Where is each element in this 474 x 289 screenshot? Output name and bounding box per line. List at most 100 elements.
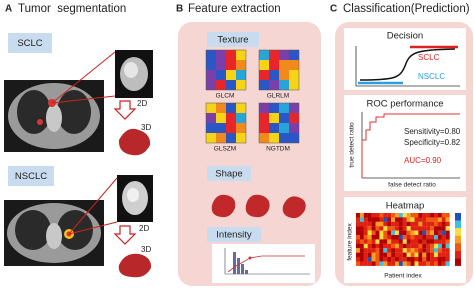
matrix-cell (226, 113, 236, 123)
heat-cell (387, 213, 392, 218)
matrix-cell (216, 123, 226, 133)
heat-cell (371, 217, 376, 222)
heat-cell (395, 235, 399, 240)
colorbar-cell (455, 220, 461, 229)
heat-cell (359, 261, 364, 266)
dim-label: 3D (141, 245, 151, 254)
heat-cell (356, 248, 360, 253)
heat-cell (441, 230, 446, 236)
matrix-cell (236, 103, 246, 113)
heat-cell (441, 252, 446, 258)
heat-cell (379, 221, 384, 227)
matrix-cell (206, 103, 216, 113)
heat-cell (398, 235, 403, 240)
matrix-cell (206, 50, 216, 60)
label-box (207, 166, 251, 181)
matrix-cell (269, 70, 279, 80)
heat-cell (406, 252, 411, 258)
matrix-cell (289, 123, 299, 133)
heat-cell (422, 213, 427, 218)
heat-cell (398, 243, 403, 249)
heat-cell (367, 252, 372, 258)
heat-cell (410, 257, 415, 262)
heat-cell (367, 257, 372, 262)
heat-cell (383, 230, 388, 236)
colorbar-cell (455, 235, 461, 244)
heat-cell (430, 252, 435, 258)
heat-cell (441, 261, 446, 266)
heat-cell (356, 257, 360, 262)
heat-cell (410, 239, 415, 244)
tumor-3d (118, 128, 151, 156)
slice-image (117, 175, 153, 222)
matrix-cell (259, 50, 269, 60)
heat-cell (375, 221, 380, 227)
heat-cell (418, 252, 423, 258)
heat-cell (367, 230, 372, 236)
matrix-cell (206, 123, 216, 133)
heat-cell (395, 257, 399, 262)
heat-cell (402, 239, 407, 244)
matrix-cell (279, 80, 289, 90)
heat-cell (434, 239, 438, 244)
matrix-cell (289, 50, 299, 60)
colorbar-cell (455, 243, 461, 251)
heat-cell (356, 221, 360, 227)
heat-cell (410, 243, 415, 249)
heat-cell (426, 221, 431, 227)
heat-cell (398, 252, 403, 258)
colorbar-cell (455, 258, 461, 266)
ct-image (4, 200, 104, 266)
heat-cell (410, 217, 415, 222)
heat-cell (363, 217, 368, 222)
heat-cell (379, 226, 384, 231)
matrix-cell (269, 113, 279, 123)
heat-cell (414, 230, 419, 236)
heat-cell (422, 235, 427, 240)
heat-cell (391, 252, 396, 258)
heat-cell (379, 252, 384, 258)
heat-cell (445, 243, 450, 249)
heat-cell (367, 217, 372, 222)
matrix-cell (216, 133, 226, 143)
heat-cell (402, 252, 407, 258)
matrix-cell (289, 60, 299, 70)
heat-cell (430, 248, 435, 253)
heat-cell (363, 230, 368, 236)
heat-cell (434, 221, 438, 227)
heat-cell (375, 239, 380, 244)
matrix-border (258, 49, 300, 91)
matrix-cell (269, 103, 279, 113)
heat-cell (422, 226, 427, 231)
heat-cell (375, 217, 380, 222)
heat-cell (391, 217, 396, 222)
matrix-cell (206, 113, 216, 123)
heat-cell (398, 213, 403, 218)
heat-cell (398, 230, 403, 236)
heat-cell (367, 235, 372, 240)
metric: Specificity=0.82 (404, 138, 461, 147)
heat-cell (398, 257, 403, 262)
heat-cell (430, 226, 435, 231)
heat-cell (430, 217, 435, 222)
matrix-cell (259, 80, 269, 90)
heat-cell (356, 252, 360, 258)
heat-cell (375, 243, 380, 249)
label-box (8, 166, 54, 186)
shape-3d (245, 194, 270, 218)
heat-cell (363, 226, 368, 231)
connector (68, 221, 118, 235)
heat-cell (437, 235, 442, 240)
heat-cell (445, 217, 450, 222)
class-label: SCLC (418, 53, 440, 62)
heat-cell (371, 248, 376, 253)
connector (68, 177, 118, 235)
heat-cell (422, 217, 427, 222)
matrix-cell (206, 80, 216, 90)
matrix-cell (269, 123, 279, 133)
heat-cell (434, 226, 438, 231)
heat-cell (422, 257, 427, 262)
heat-cell (430, 257, 435, 262)
heat-cell (406, 213, 411, 218)
